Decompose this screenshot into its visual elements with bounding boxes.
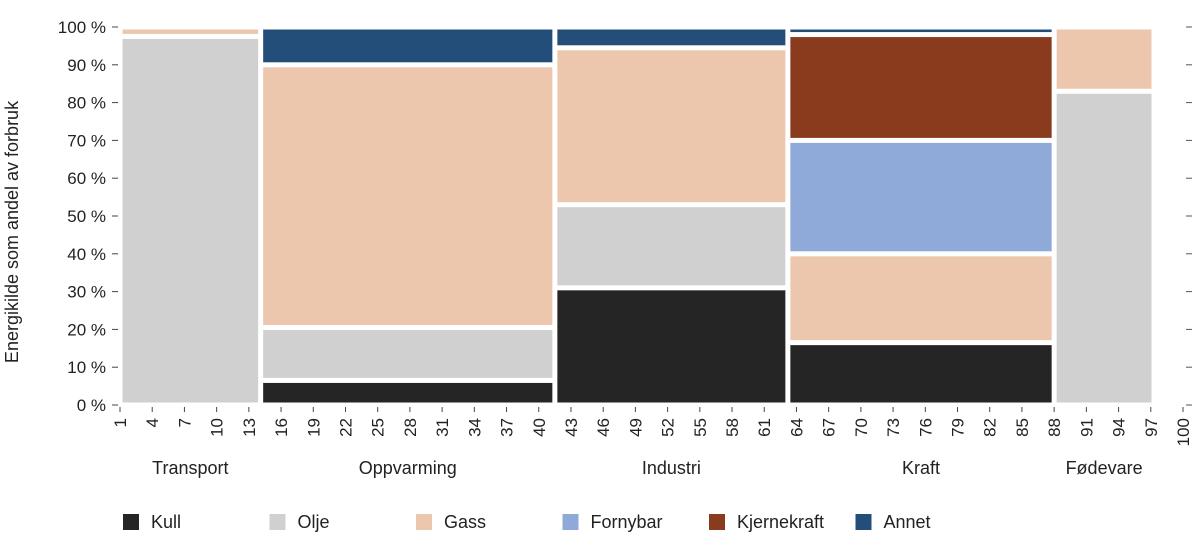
x-tick-label: 64 [787,418,806,437]
x-tick-label: 25 [369,418,388,437]
x-tick-label: 37 [498,418,517,437]
legend-swatch [709,514,725,530]
legend-swatch [562,514,579,530]
legend-label: Gass [444,512,486,532]
legend-label: Fornybar [591,512,663,532]
x-tick-label: 67 [820,418,839,437]
x-tick-label: 55 [691,418,710,437]
legend-label: Kull [151,512,181,532]
segment-kraft-gass [790,256,1052,341]
x-tick-label: 100 [1174,418,1193,446]
legend-swatch [269,514,286,530]
legend-item-olje: Olje [269,512,330,532]
legend-item-gass: Gass [416,512,486,532]
legend-item-annet: Annet [855,512,931,532]
legend-label: Olje [298,512,330,532]
sector-label-fodevare: Fødevare [1066,458,1143,478]
x-tick-label: 79 [949,418,968,437]
sector-label-transport: Transport [152,458,228,478]
y-tick-label: 50 % [67,207,106,226]
sector-labels: Transport Oppvarming Industri Kraft Fødevare [152,458,1142,478]
legend-item-kjernekraft: Kjernekraft [709,512,824,532]
y-tick-label: 80 % [67,94,106,113]
x-tick-label: 10 [208,418,227,437]
x-tick-label: 19 [304,418,323,437]
x-tick-label: 52 [659,418,678,437]
x-tick-label: 76 [916,418,935,437]
x-tick-label: 43 [562,418,581,437]
x-tick-label: 88 [1045,418,1064,437]
sector-industri [557,29,786,403]
segment-kraft-annet [790,29,1052,33]
segment-industri-annet [557,29,786,46]
sector-kraft [790,29,1052,403]
x-tick-label: 91 [1077,418,1096,437]
segment-kraft-kjernekraft [790,37,1052,138]
segment-oppvarming-kull [263,382,553,403]
legend-label: Kjernekraft [737,512,824,532]
segment-kraft-kull [790,345,1052,403]
y-tick-label: 0 % [77,396,106,415]
x-tick-label: 70 [852,418,871,437]
x-tick-label: 61 [755,418,774,437]
sector-label-industri: Industri [642,458,701,478]
segment-industri-kull [557,290,786,403]
sector-oppvarming [263,29,553,403]
x-tick-label: 40 [530,418,549,437]
x-tick-label: 58 [723,418,742,437]
y-tick-label: 20 % [67,320,106,339]
y-tick-label: 40 % [67,245,106,264]
x-tick-label: 94 [1110,418,1129,437]
x-tick-label: 73 [884,418,903,437]
y-tick-label: 30 % [67,283,106,302]
x-tick-label: 85 [1013,418,1032,437]
segment-oppvarming-olje [263,330,553,378]
sector-label-oppvarming: Oppvarming [359,458,457,478]
sector-fodevare [1056,29,1152,403]
legend-swatch [855,514,872,530]
legend-swatch [416,514,432,530]
x-tick-label: 16 [272,418,291,437]
legend-item-fornybar: Fornybar [562,512,663,532]
segment-transport-olje [122,38,259,403]
legend-item-kull: Kull [123,512,181,532]
x-tick-label: 28 [401,418,420,437]
x-tick-label: 13 [240,418,259,437]
segment-industri-olje [557,207,786,286]
y-tick-label: 90 % [67,56,106,75]
y-tick-label: 70 % [67,131,106,150]
x-tick-label: 34 [465,418,484,437]
y-tick-label: 100 % [58,18,106,37]
x-tick-label: 97 [1142,418,1161,437]
plot-area [122,29,1152,403]
segment-industri-gass [557,50,786,203]
x-tick-label: 82 [981,418,1000,437]
x-tick-label: 7 [175,418,194,427]
segment-transport-gass [122,29,259,34]
x-tick-label: 46 [594,418,613,437]
y-tick-label: 60 % [67,169,106,188]
x-tick-label: 49 [626,418,645,437]
segment-kraft-fornybar [790,142,1052,252]
sector-transport [122,29,259,403]
legend: Kull Olje Gass Fornybar Kjernekraft Annet [123,512,931,532]
segment-oppvarming-annet [263,29,553,63]
legend-label: Annet [884,512,931,532]
y-axis: 0 % 10 % 20 % 30 % 40 % 50 % 60 % 70 % 80 % 90 % 1… [58,18,118,415]
right-axis-ticks [1186,26,1192,406]
x-tick-label: 1 [111,418,130,427]
segment-fodevare-gass [1056,29,1152,89]
y-axis-title: Energikilde som andel av forbruk [2,100,22,363]
sector-label-kraft: Kraft [902,458,940,478]
x-tick-label: 31 [433,418,452,437]
x-axis: 1 4 7 10 13 16 19 22 25 28 31 34 37 40 43 46 49 52 55 58 61 6… [111,407,1193,446]
y-tick-label: 10 % [67,358,106,377]
x-tick-label: 22 [336,418,355,437]
segment-oppvarming-gass [263,67,553,326]
x-tick-label: 4 [143,418,162,427]
segment-fodevare-olje [1056,93,1152,403]
legend-swatch [123,514,139,530]
